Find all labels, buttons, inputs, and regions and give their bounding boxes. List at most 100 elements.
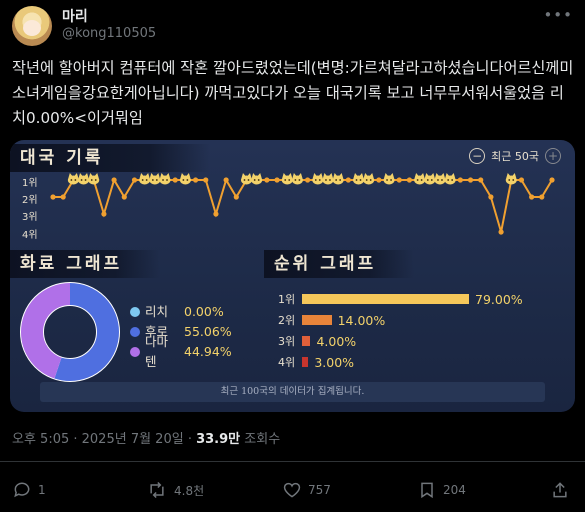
record-point bbox=[111, 177, 117, 183]
first-place-cat-marker bbox=[414, 173, 426, 185]
first-place-cat-marker bbox=[383, 173, 395, 185]
plus-icon[interactable]: + bbox=[545, 148, 561, 164]
rank-bar-value: 3.00% bbox=[314, 354, 355, 370]
rank-bar-1 bbox=[302, 294, 469, 304]
reply-button[interactable]: 1 bbox=[12, 478, 46, 502]
rank-graph-title: 순위 그래프 bbox=[264, 250, 414, 278]
user-name[interactable]: 마리 bbox=[62, 9, 88, 25]
record-point bbox=[274, 177, 280, 183]
legend-item: 다마텐 44.94% bbox=[130, 334, 232, 369]
rank-bar-row: 1위 79.00% bbox=[278, 291, 523, 307]
like-button[interactable]: 757 bbox=[282, 478, 331, 502]
more-options-icon[interactable]: ••• bbox=[543, 6, 573, 24]
rank-bar-label: 2위 bbox=[278, 314, 296, 327]
tweet-text: 작년에 할아버지 컴퓨터에 작혼 깔아드렸었는데(변명:가르쳐달라고하셨습니다어… bbox=[12, 59, 574, 127]
record-point bbox=[213, 211, 219, 217]
reply-icon bbox=[14, 482, 30, 498]
record-point bbox=[264, 177, 270, 183]
record-title: 대국 기록 bbox=[10, 144, 210, 172]
legend-value: 44.94% bbox=[184, 344, 232, 359]
legend-item: 후로 55.06% bbox=[130, 322, 232, 342]
record-point bbox=[457, 177, 463, 183]
reply-count: 1 bbox=[38, 483, 46, 497]
legend-label: 다마텐 bbox=[145, 334, 169, 369]
game-record-card[interactable]: 대국 기록 − 최근 50국 + 1위 2위 3위 4위 화료 그래프 순위 그… bbox=[10, 140, 575, 412]
record-point bbox=[233, 194, 239, 200]
record-point bbox=[539, 194, 545, 200]
record-point bbox=[203, 177, 209, 183]
record-point bbox=[345, 177, 351, 183]
first-place-cat-marker bbox=[353, 173, 365, 185]
card-footer-note: 최근 100국의 데이터가 집계됩니다. bbox=[40, 382, 545, 402]
repost-button[interactable]: 4.8천 bbox=[146, 478, 204, 502]
record-line-chart bbox=[50, 173, 555, 235]
record-point bbox=[131, 177, 138, 183]
first-place-cat-marker bbox=[444, 173, 456, 185]
rank-bar-label: 1위 bbox=[278, 293, 296, 306]
minus-icon[interactable]: − bbox=[469, 148, 486, 164]
bookmark-icon bbox=[421, 482, 433, 499]
legend-dot bbox=[130, 347, 140, 357]
win-type-donut-chart bbox=[20, 282, 120, 382]
first-place-cat-marker bbox=[78, 173, 90, 185]
record-point bbox=[192, 177, 199, 183]
repost-icon bbox=[150, 481, 164, 499]
user-handle[interactable]: @kong110505 bbox=[62, 26, 157, 41]
record-point bbox=[478, 177, 484, 183]
record-point bbox=[467, 177, 474, 183]
heart-icon bbox=[283, 482, 301, 498]
record-point bbox=[172, 177, 178, 183]
legend-value: 55.06% bbox=[184, 324, 232, 339]
timestamp[interactable]: 오후 5:05 · 2025년 7월 20일 · bbox=[12, 432, 197, 447]
legend-value: 0.00% bbox=[184, 304, 224, 319]
repost-count: 4.8천 bbox=[174, 483, 205, 498]
record-point bbox=[376, 177, 382, 183]
recent-games-control: − 최근 50국 + bbox=[469, 146, 561, 166]
legend-item: 리치 0.00% bbox=[130, 302, 232, 322]
legend-dot bbox=[130, 327, 140, 337]
rank-bar-value: 79.00% bbox=[475, 291, 523, 307]
divider bbox=[0, 461, 585, 462]
share-button[interactable] bbox=[550, 478, 570, 502]
recent-label: 최근 50국 bbox=[491, 150, 539, 163]
rank-bar-2 bbox=[302, 315, 332, 325]
first-place-cat-marker bbox=[505, 173, 517, 185]
rank-label-4: 4위 bbox=[22, 230, 38, 241]
tweet-meta: 오후 5:05 · 2025년 7월 20일 · 33.9만 조회수 bbox=[12, 428, 280, 447]
rank-bar-row: 4위 3.00% bbox=[278, 354, 355, 370]
bookmark-button[interactable]: 204 bbox=[417, 478, 466, 502]
share-icon bbox=[553, 482, 567, 498]
record-point bbox=[101, 211, 107, 217]
rank-label-1: 1위 bbox=[22, 178, 38, 189]
rank-label-2: 2위 bbox=[22, 195, 38, 206]
legend-dot bbox=[130, 307, 140, 317]
first-place-cat-marker bbox=[363, 173, 375, 185]
first-place-cat-marker bbox=[149, 173, 161, 185]
donut-slice-3 bbox=[21, 283, 119, 381]
first-place-cat-marker bbox=[67, 173, 79, 185]
pie-title: 화료 그래프 bbox=[10, 250, 160, 278]
record-point bbox=[304, 177, 311, 183]
first-place-cat-marker bbox=[322, 173, 334, 185]
first-place-cat-marker bbox=[424, 173, 436, 185]
record-point bbox=[498, 229, 504, 235]
first-place-cat-marker bbox=[139, 173, 151, 185]
first-place-cat-marker bbox=[281, 173, 293, 185]
first-place-cat-marker bbox=[251, 173, 263, 185]
action-bar: 1 4.8천 757 204 bbox=[12, 478, 577, 502]
record-point bbox=[121, 194, 127, 200]
bookmark-count: 204 bbox=[443, 483, 466, 497]
record-series-line bbox=[53, 177, 553, 233]
avatar[interactable] bbox=[12, 6, 52, 46]
rank-bar-row: 3위 4.00% bbox=[278, 334, 356, 349]
rank-bar-3 bbox=[302, 336, 311, 346]
record-point bbox=[518, 177, 525, 183]
first-place-cat-marker bbox=[159, 173, 171, 185]
rank-bar-label: 3위 bbox=[278, 335, 296, 348]
first-place-cat-marker bbox=[240, 173, 252, 185]
like-count: 757 bbox=[308, 483, 331, 497]
first-place-cat-marker bbox=[291, 173, 303, 185]
first-place-cat-marker bbox=[434, 173, 446, 185]
rank-bar-row: 2위 14.00% bbox=[278, 313, 385, 328]
donut-legend: 리치 0.00% 후로 55.06% 다마텐 44.94% bbox=[130, 302, 232, 369]
